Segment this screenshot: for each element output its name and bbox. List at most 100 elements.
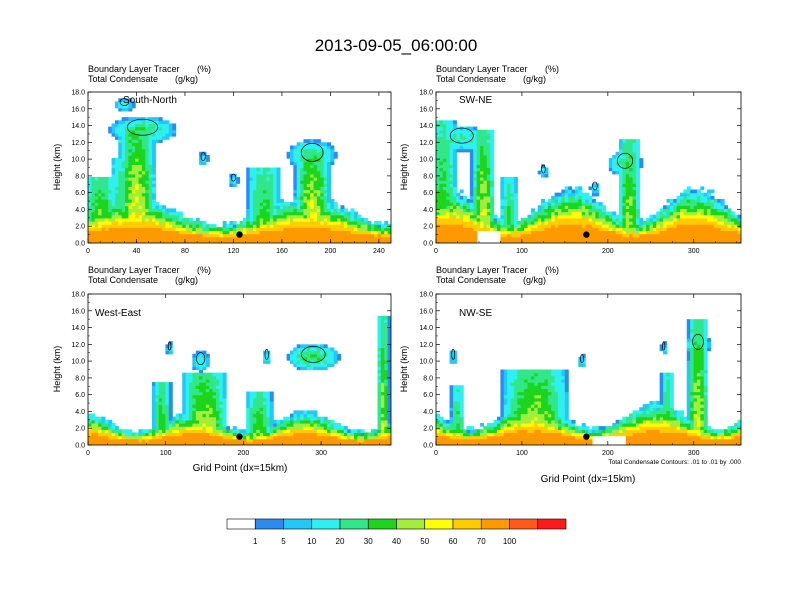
tracer-cell [598, 205, 603, 209]
tracer-cell [313, 176, 318, 181]
tracer-cell [242, 236, 247, 241]
tracer-cell [172, 429, 177, 434]
tracer-cell [622, 139, 627, 143]
tracer-cell [118, 148, 123, 153]
tracer-cell [612, 161, 617, 165]
tracer-cell [656, 239, 661, 243]
tracer-cell [192, 435, 197, 440]
tracer-cell [199, 236, 204, 241]
tracer-cell [713, 236, 718, 241]
tracer-cell [303, 435, 308, 440]
tracer-cell [574, 189, 579, 194]
tracer-cell [700, 236, 705, 241]
tracer-cell [125, 432, 129, 437]
tracer-cell [252, 413, 257, 418]
tracer-cell [384, 239, 389, 243]
tracer-cell [737, 220, 741, 225]
tracer-cell [446, 139, 451, 143]
tracer-cell [333, 429, 338, 434]
tracer-cell [141, 139, 146, 143]
tracer-cell [296, 429, 301, 434]
tracer-cell [639, 164, 644, 169]
tracer-cell [114, 104, 119, 109]
tracer-cell [387, 347, 391, 352]
tracer-cell [605, 211, 610, 216]
tracer-cell [476, 145, 481, 150]
tracer-cell [125, 107, 129, 112]
tracer-cell [158, 410, 163, 415]
tracer-cell [367, 224, 372, 228]
tracer-cell [703, 217, 708, 222]
tracer-cell [185, 224, 190, 228]
tracer-cell [293, 410, 298, 415]
tracer-cell [574, 230, 579, 235]
tracer-cell [439, 211, 444, 216]
tracer-cell [192, 422, 197, 427]
tracer-cell [128, 176, 133, 181]
tracer-cell [121, 129, 126, 134]
tracer-cell [269, 435, 274, 440]
tracer-cell [483, 164, 488, 169]
tracer-cell [300, 183, 305, 187]
tracer-cell [337, 429, 342, 434]
tracer-cell [256, 220, 261, 225]
tracer-cell [574, 227, 579, 232]
tracer-cell [192, 372, 197, 377]
tracer-cell [320, 224, 325, 228]
tracer-cell [327, 173, 331, 178]
tracer-cell [693, 220, 698, 225]
tracer-cell [439, 126, 444, 131]
tracer-cell [114, 220, 119, 225]
tracer-cell [353, 227, 358, 232]
tracer-cell [442, 230, 447, 235]
tracer-cell [635, 170, 640, 175]
tracer-cell [111, 164, 116, 169]
tracer-cell [313, 233, 318, 238]
tracer-cell [162, 441, 167, 445]
tracer-cell [165, 388, 170, 393]
tracer-cell [205, 224, 210, 228]
y-tick-label: 4.0 [423, 207, 433, 214]
tracer-cell [94, 227, 99, 232]
tracer-cell [296, 227, 301, 232]
tracer-cell [466, 230, 471, 235]
tracer-cell [347, 432, 352, 437]
tracer-cell [690, 189, 695, 194]
tracer-cell [296, 419, 301, 424]
tracer-cell [290, 205, 294, 209]
tracer-cell [466, 126, 471, 131]
tracer-cell [182, 407, 187, 411]
tracer-cell [290, 202, 294, 206]
tracer-cell [158, 126, 163, 131]
tracer-cell [490, 136, 495, 140]
tracer-cell [138, 170, 143, 175]
tracer-cell [306, 366, 311, 371]
tracer-cell [135, 164, 140, 169]
tracer-cell [347, 438, 352, 443]
tracer-cell [131, 202, 136, 206]
tracer-cell [256, 189, 261, 194]
tracer-cell [734, 217, 739, 222]
tracer-cell [340, 227, 345, 232]
tracer-cell [530, 208, 535, 213]
tracer-cell [135, 142, 140, 147]
tracer-cell [564, 233, 569, 238]
tracer-cell [300, 220, 305, 225]
tracer-cell [717, 202, 722, 206]
tracer-cell [101, 180, 106, 184]
tracer-cell [574, 236, 579, 241]
tracer-cell [209, 227, 214, 232]
tracer-cell [439, 198, 444, 203]
tracer-cell [635, 176, 640, 181]
tracer-cell [442, 211, 447, 216]
tracer-cell [175, 211, 180, 216]
tracer-cell [162, 120, 167, 125]
tracer-cell [151, 145, 156, 150]
tracer-cell [683, 233, 688, 238]
condensate-contour [167, 341, 172, 351]
panel-2-inset-label: SW-NE [459, 95, 492, 106]
tracer-cell [564, 239, 569, 243]
tracer-cell [353, 239, 358, 243]
tracer-cell [168, 385, 173, 389]
tracer-cell [619, 170, 623, 175]
